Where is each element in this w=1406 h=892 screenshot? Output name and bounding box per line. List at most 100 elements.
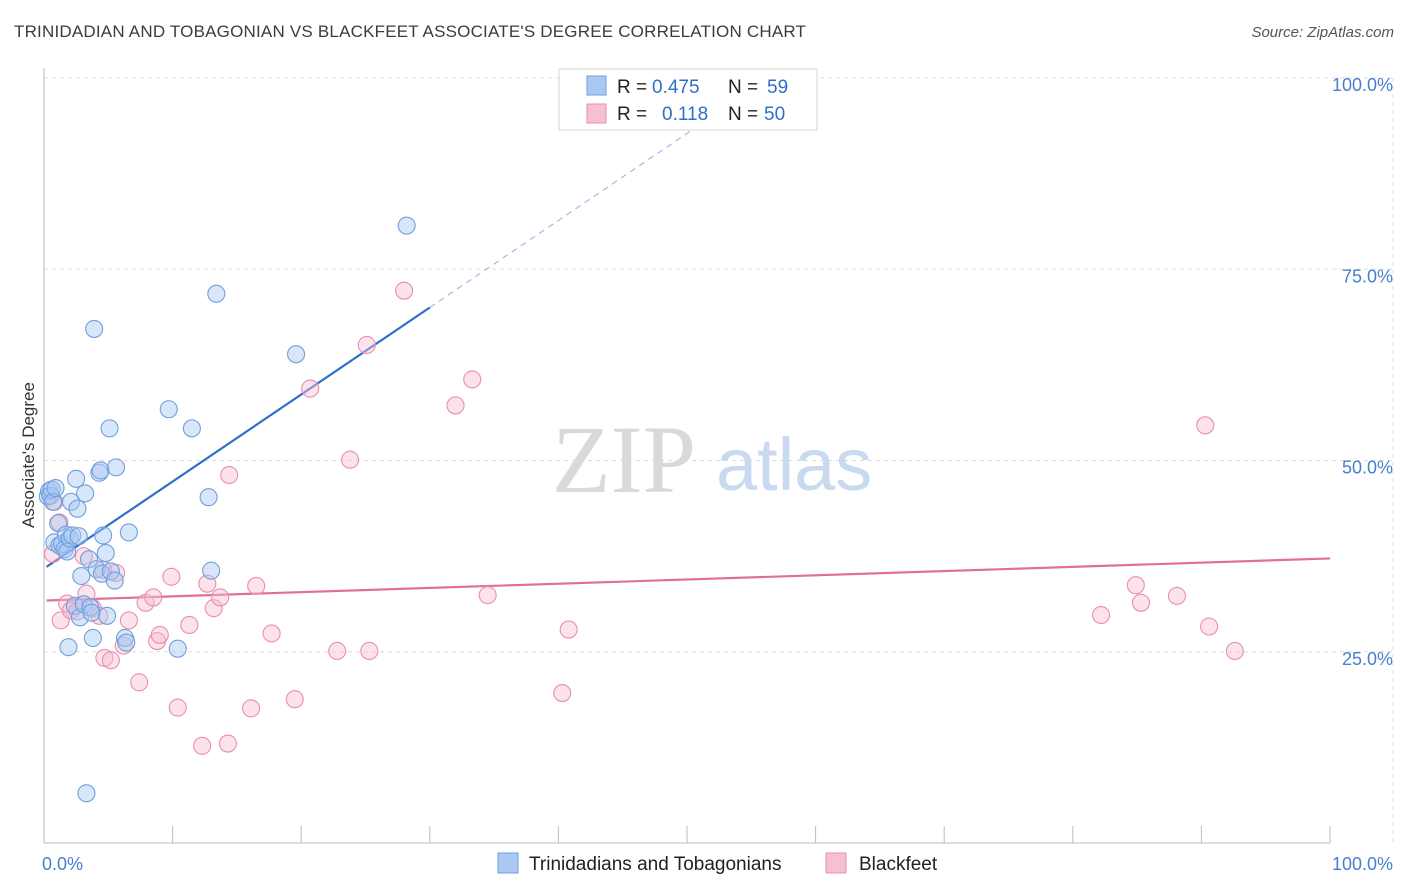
point-blackfeet: [1196, 416, 1215, 435]
watermark-atlas: atlas: [716, 423, 872, 506]
point-blackfeet: [301, 379, 320, 398]
legend-label-trinidadian: Trinidadians and Tobagonians: [529, 854, 781, 875]
legend-label-blackfeet: Blackfeet: [859, 854, 938, 875]
point-blackfeet: [1225, 641, 1244, 661]
point-blackfeet: [114, 636, 133, 655]
point-trinidadian: [82, 603, 101, 622]
point-blackfeet: [1131, 593, 1151, 612]
stat-legend-swatch-blue: [586, 75, 607, 96]
legend-swatch-trinidadian: [497, 852, 519, 874]
point-blackfeet: [101, 651, 120, 670]
point-trinidadian: [85, 319, 104, 338]
point-blackfeet: [328, 641, 347, 661]
point-trinidadian: [77, 784, 96, 803]
point-trinidadian: [76, 484, 95, 503]
point-trinidadian: [100, 419, 119, 438]
point-blackfeet: [162, 567, 181, 586]
point-blackfeet: [559, 620, 578, 639]
trend-line-trinidadian-extension: [429, 102, 733, 308]
series-legend: Trinidadians and Tobagonians Blackfeet: [497, 852, 938, 875]
series-trinidadian-points: [38, 216, 416, 803]
point-trinidadian: [106, 458, 126, 477]
point-blackfeet: [446, 396, 465, 415]
stat-legend-r-value-1: 0.475: [652, 77, 700, 98]
stat-legend-r-value-2: 0.118: [662, 104, 708, 125]
point-trinidadian: [199, 488, 218, 507]
point-trinidadian: [79, 550, 99, 569]
stat-legend-swatch-pink: [586, 103, 607, 124]
watermark-zip: ZIP: [552, 406, 696, 513]
point-trinidadian: [97, 606, 117, 625]
point-trinidadian: [101, 562, 120, 581]
point-trinidadian: [207, 284, 226, 303]
point-blackfeet: [220, 465, 239, 485]
point-trinidadian: [287, 345, 306, 364]
point-blackfeet: [341, 450, 360, 469]
stat-legend-r-label-2: R =: [617, 104, 647, 125]
point-trinidadian: [159, 400, 178, 419]
point-trinidadian: [397, 216, 416, 235]
legend-swatch-blackfeet: [825, 852, 847, 874]
point-blackfeet: [211, 588, 230, 607]
x-tick-label-max: 100.0%: [1332, 854, 1393, 874]
point-trinidadian: [105, 571, 124, 590]
y-tick-label: 25.0%: [1342, 649, 1393, 669]
point-blackfeet: [1092, 605, 1111, 625]
point-trinidadian: [59, 638, 78, 657]
point-trinidadian: [69, 527, 88, 546]
watermark: ZIP atlas: [552, 406, 872, 513]
stat-legend-n-value-1: 59: [767, 77, 788, 98]
point-blackfeet: [1126, 576, 1145, 595]
x-tick-label-min: 0.0%: [42, 854, 83, 874]
point-blackfeet: [478, 586, 497, 605]
stat-legend-n-label-1: N =: [728, 77, 758, 98]
chart-source: Source: ZipAtlas.com: [1251, 24, 1394, 41]
point-trinidadian: [91, 461, 110, 480]
trend-line-trinidadian: [45, 306, 431, 568]
point-trinidadian: [202, 561, 221, 580]
point-trinidadian: [43, 492, 63, 511]
chart-title: TRINIDADIAN AND TOBAGONIAN VS BLACKFEET …: [14, 22, 807, 41]
axes: [43, 68, 1331, 844]
point-blackfeet: [1200, 617, 1219, 636]
point-blackfeet: [463, 370, 482, 389]
point-trinidadian: [68, 499, 87, 518]
stat-legend: R = 0.475 N = 59 R = 0.118 N = 50: [558, 68, 818, 131]
point-blackfeet: [360, 641, 379, 661]
point-blackfeet: [553, 684, 572, 703]
y-axis-label: Associate's Degree: [19, 382, 38, 528]
point-blackfeet: [144, 588, 163, 607]
point-trinidadian: [168, 639, 187, 658]
point-trinidadian: [72, 566, 91, 586]
point-blackfeet: [218, 734, 237, 753]
point-trinidadian: [83, 628, 102, 648]
point-trinidadian: [119, 523, 138, 542]
point-blackfeet: [262, 624, 281, 643]
point-trinidadian: [67, 469, 86, 488]
point-blackfeet: [241, 699, 261, 718]
point-trinidadian: [55, 540, 74, 559]
point-blackfeet: [247, 576, 266, 596]
point-blackfeet: [193, 736, 212, 755]
point-trinidadian: [96, 544, 115, 563]
point-blackfeet: [119, 611, 138, 630]
point-trinidadian: [63, 526, 82, 545]
point-blackfeet: [130, 673, 149, 692]
y-tick-label: 50.0%: [1342, 458, 1393, 478]
stat-legend-n-label-2: N =: [728, 104, 758, 125]
point-trinidadian: [65, 596, 84, 615]
point-blackfeet: [74, 547, 93, 566]
point-trinidadian: [94, 526, 113, 545]
y-tick-labels: 25.0% 50.0% 75.0% 100.0%: [1332, 75, 1393, 669]
point-trinidadian: [182, 419, 201, 438]
point-blackfeet: [1167, 586, 1187, 605]
y-tick-label: 75.0%: [1342, 266, 1393, 286]
point-trinidadian: [117, 633, 136, 652]
stat-legend-n-value-2: 50: [764, 104, 785, 125]
point-blackfeet: [150, 625, 169, 644]
point-blackfeet: [204, 599, 223, 618]
point-trinidadian: [46, 478, 65, 498]
series-blackfeet-points: [43, 281, 1244, 755]
point-blackfeet: [357, 335, 376, 355]
